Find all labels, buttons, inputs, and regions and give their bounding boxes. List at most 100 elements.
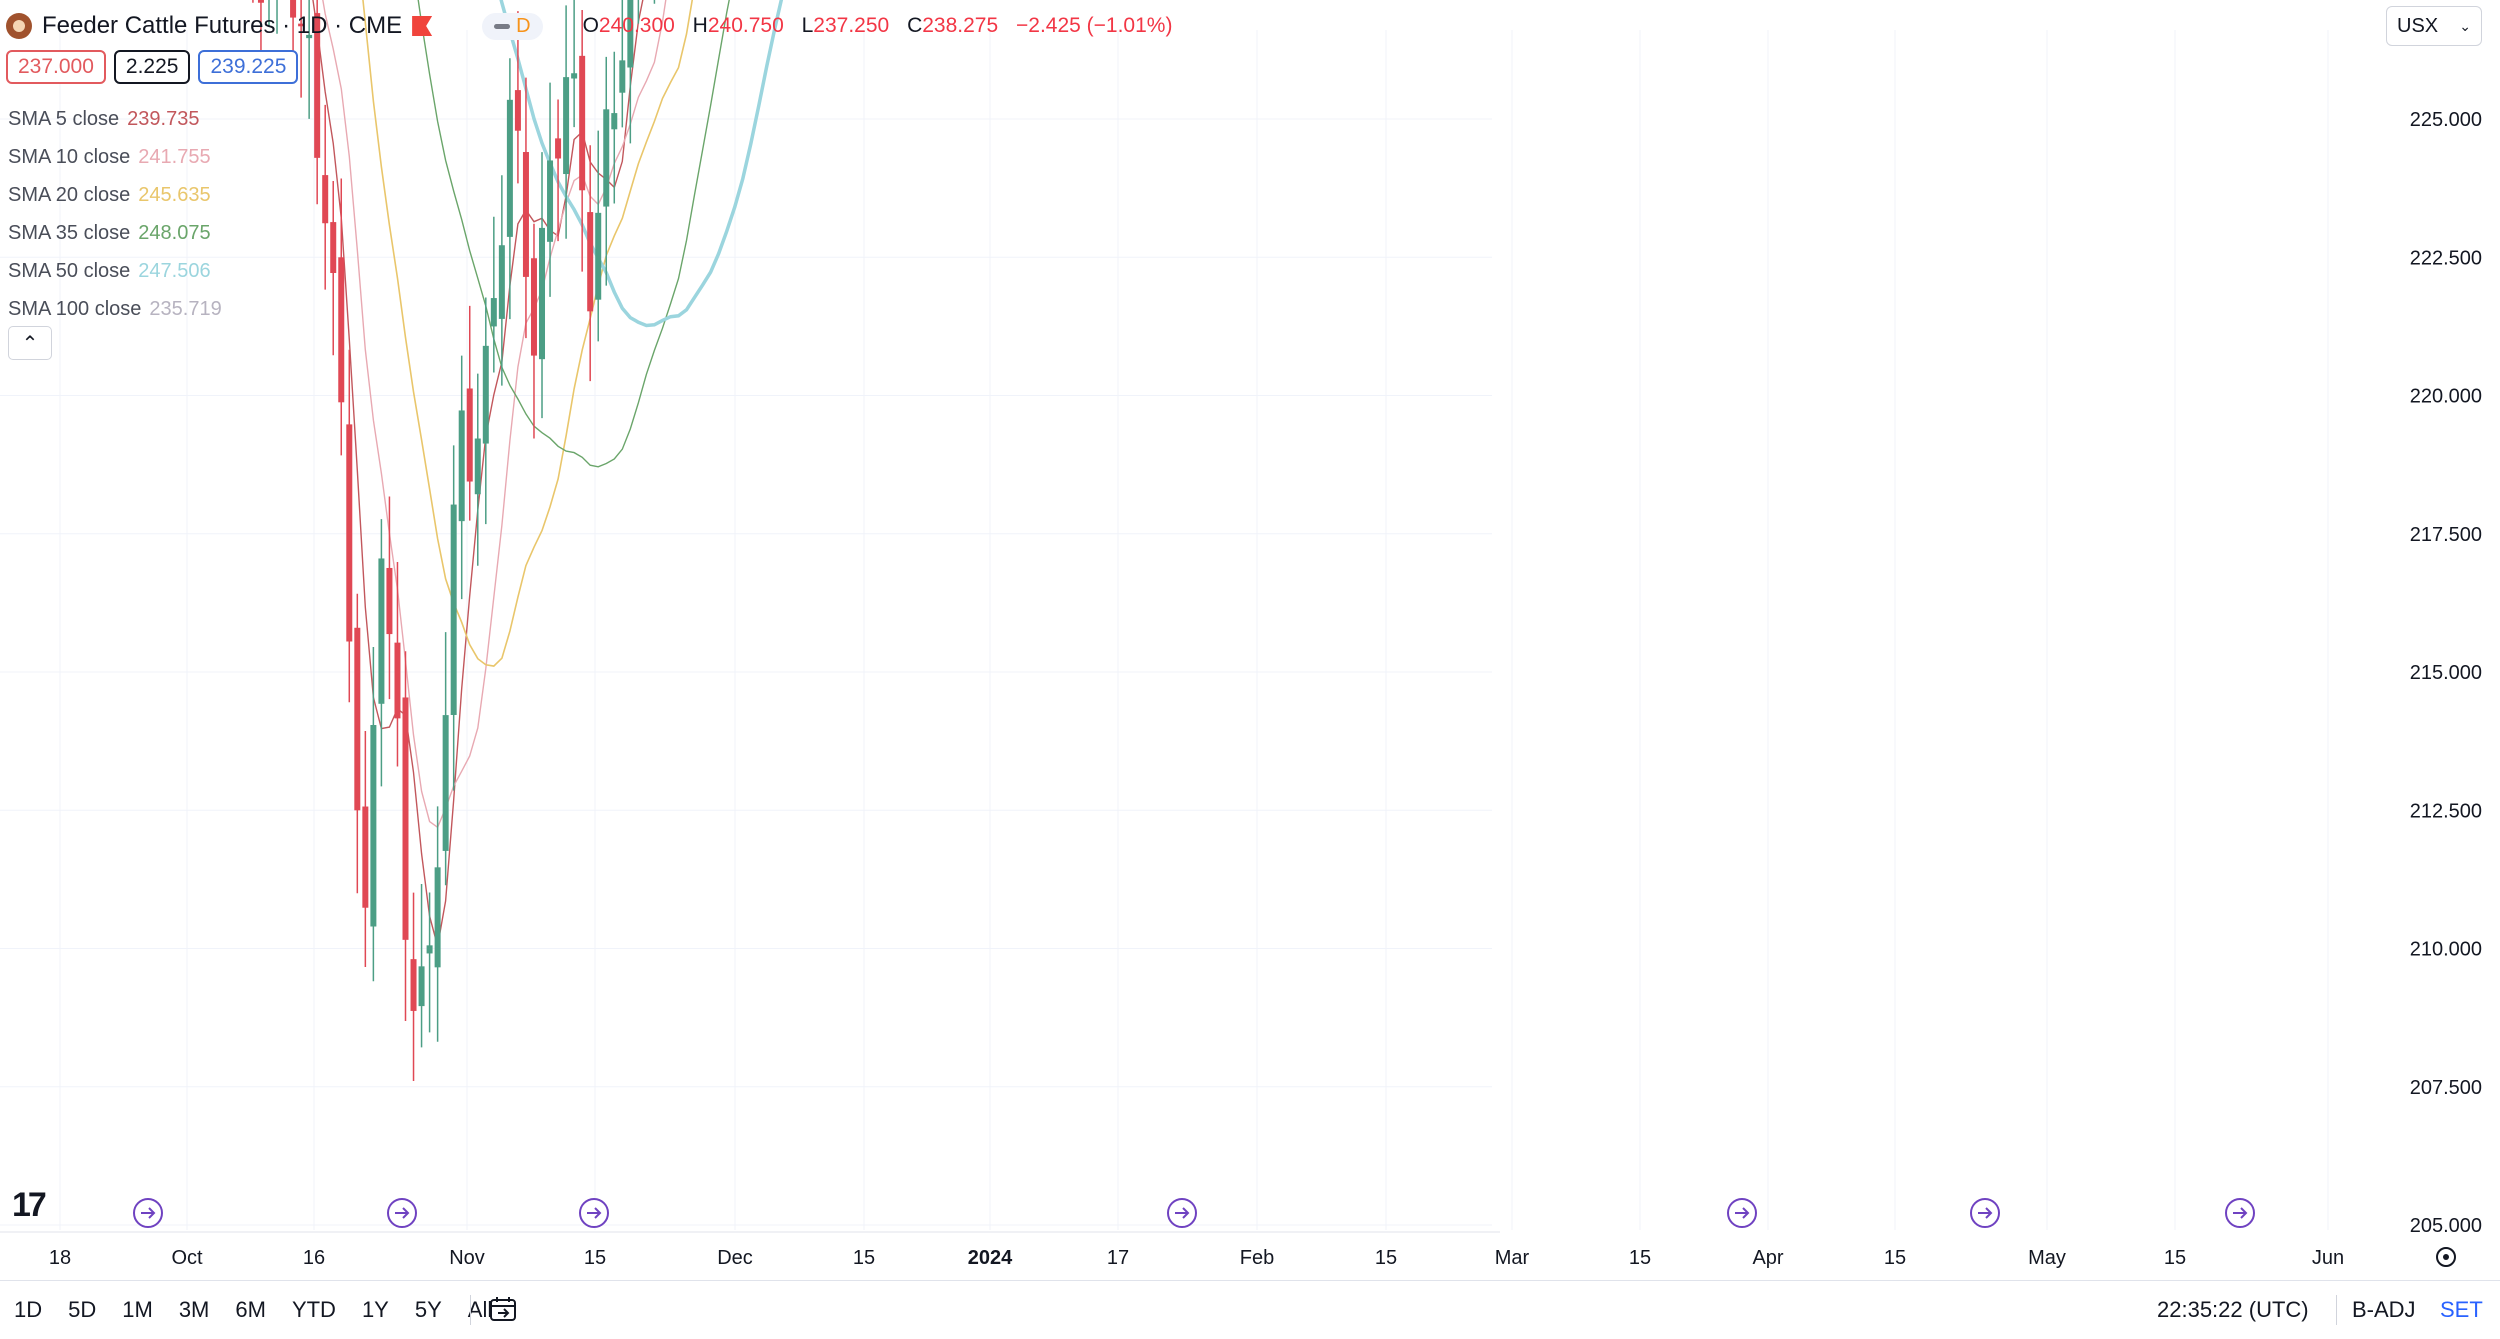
candle-body <box>362 806 369 908</box>
event-arrow-icon <box>141 1207 156 1219</box>
chevron-up-icon: ⌃ <box>21 332 39 355</box>
candle-body <box>322 175 329 224</box>
event-arrow-icon <box>395 1207 410 1219</box>
close-label: C <box>907 14 923 37</box>
time-axis-tick: Apr <box>1752 1247 1783 1269</box>
candle-body <box>394 642 401 719</box>
chevron-down-icon: ⌄ <box>2459 17 2471 34</box>
delay-pill[interactable]: D <box>482 12 543 40</box>
time-axis-tick: May <box>2028 1247 2066 1269</box>
candle-body <box>490 298 497 327</box>
buy-price-tag[interactable]: 239.225 <box>198 50 299 84</box>
bottom-toolbar: 1D 5D 1M 3M 6M YTD 1Y 5Y All 22:35:22 (U… <box>0 1280 2500 1339</box>
candle-body <box>514 90 521 131</box>
price-axis-tick: 215.000 <box>2410 662 2482 684</box>
time-axis-tick: 15 <box>2164 1247 2186 1269</box>
tradingview-logo[interactable]: 17 <box>12 1186 47 1224</box>
time-axis-tick: Jun <box>2312 1247 2344 1269</box>
candle-body <box>378 558 385 704</box>
candle-body <box>563 77 570 175</box>
legend-label: SMA 5 close <box>8 108 120 130</box>
ohlc-readout: O240.300 H240.750 L237.250 C238.275 −2.4… <box>583 14 1185 38</box>
change-value: −2.425 (−1.01%) <box>1016 14 1173 37</box>
back-adjust-toggle[interactable]: B-ADJ <box>2352 1297 2416 1322</box>
candle-body <box>611 113 618 130</box>
time-axis-tick: 15 <box>1629 1247 1651 1269</box>
event-arrow-icon <box>587 1207 602 1219</box>
price-axis-tick: 217.500 <box>2410 524 2482 546</box>
event-arrow-icon <box>1735 1207 1750 1219</box>
low-value: 237.250 <box>813 14 890 37</box>
candle-body <box>298 23 305 27</box>
range-ytd-button[interactable]: YTD <box>291 1297 336 1322</box>
candle-body <box>354 627 361 811</box>
candle-body <box>587 212 594 312</box>
collapse-legend-button[interactable]: ⌃ <box>8 326 52 360</box>
settlement-toggle[interactable]: SET <box>2440 1297 2483 1322</box>
legend-label: SMA 35 close <box>8 222 131 244</box>
candle-body <box>627 0 634 68</box>
legend-row-sma50[interactable]: SMA 50 close 247.506 <box>8 252 222 290</box>
calendar-icon[interactable] <box>488 1295 520 1325</box>
range-1d-button[interactable]: 1D <box>14 1297 43 1322</box>
time-axis-tick: 15 <box>584 1247 606 1269</box>
price-axis-tick: 212.500 <box>2410 800 2482 822</box>
legend-value: 245.635 <box>138 184 211 206</box>
order-tags: 237.000 2.225 239.225 <box>6 50 299 84</box>
sell-price-tag[interactable]: 237.000 <box>6 50 106 84</box>
legend-label: SMA 20 close <box>8 184 131 206</box>
legend-row-sma35[interactable]: SMA 35 close 248.075 <box>8 214 222 252</box>
candle-body <box>370 725 377 927</box>
price-axis-tick: 210.000 <box>2410 939 2482 961</box>
candle-body <box>386 567 393 635</box>
candle-body <box>450 504 457 715</box>
time-axis-tick: Mar <box>1495 1247 1530 1269</box>
legend-value: 241.755 <box>138 146 211 168</box>
candle-body <box>434 867 441 968</box>
time-axis-tick: 18 <box>49 1247 71 1269</box>
sma-line-20 <box>362 0 694 667</box>
sma-line-50 <box>499 0 784 328</box>
time-axis-tick: Nov <box>449 1247 485 1269</box>
range-1y-button[interactable]: 1Y <box>361 1297 389 1322</box>
time-axis: 18 Oct 16 Nov 15 Dec 15 2024 17 Feb 15 Mar 15 Apr 15 Ma… <box>49 1247 2344 1269</box>
range-5d-button[interactable]: 5D <box>68 1297 97 1322</box>
chart-header: Feeder Cattle Futures · 1D · CME D O240.… <box>6 6 1184 46</box>
candle-body <box>530 258 537 356</box>
utc-clock[interactable]: 22:35:22 (UTC) <box>2157 1297 2309 1322</box>
price-axis-tick: 205.000 <box>2410 1215 2482 1237</box>
flag-icon[interactable] <box>412 16 433 36</box>
currency-select[interactable]: USX ⌄ <box>2386 6 2482 46</box>
legend-value: 235.719 <box>149 298 222 320</box>
candle-body <box>522 152 529 277</box>
range-3m-button[interactable]: 3M <box>178 1297 210 1322</box>
candle-body <box>555 138 562 159</box>
candle-body <box>306 34 313 39</box>
time-axis-tick: 15 <box>853 1247 875 1269</box>
time-axis-tick: Feb <box>1240 1247 1274 1269</box>
range-1m-button[interactable]: 1M <box>122 1297 153 1322</box>
close-value: 238.275 <box>922 14 999 37</box>
legend-row-sma10[interactable]: SMA 10 close 241.755 <box>8 138 222 176</box>
dash-icon <box>494 23 511 29</box>
event-arrow-icon <box>1175 1207 1190 1219</box>
candle-body <box>466 388 473 482</box>
legend-row-sma5[interactable]: SMA 5 close 239.735 <box>8 100 222 138</box>
open-value: 240.300 <box>598 14 675 37</box>
legend-label: SMA 50 close <box>8 260 131 282</box>
legend-label: SMA 10 close <box>8 146 131 168</box>
chart-title[interactable]: Feeder Cattle Futures · 1D · CME <box>42 12 403 39</box>
candle-body <box>426 945 433 954</box>
range-6m-button[interactable]: 6M <box>235 1297 266 1322</box>
range-5y-button[interactable]: 5Y <box>414 1297 442 1322</box>
candle-body <box>314 13 321 158</box>
toolbar-divider <box>470 1295 471 1325</box>
time-axis-tick: 15 <box>1884 1247 1906 1269</box>
legend-row-sma20[interactable]: SMA 20 close 245.635 <box>8 176 222 214</box>
legend-label: SMA 100 close <box>8 298 142 320</box>
range-all-button[interactable]: All <box>467 1297 493 1322</box>
price-axis-tick: 207.500 <box>2410 1077 2482 1099</box>
legend-row-sma100[interactable]: SMA 100 close 235.719 <box>8 290 222 328</box>
candle-body <box>442 715 449 851</box>
